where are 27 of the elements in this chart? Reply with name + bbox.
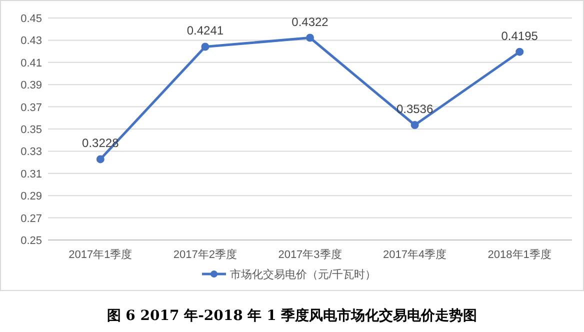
point [96,155,104,164]
text: 图 6 2017 年-2018 年 1 季度风电市场化交易电价走势图 [106,307,478,324]
point [516,48,524,56]
y-tick-label: 0.33 [20,146,42,158]
x-tick-label: 2017年2季度 [173,248,237,261]
data-label: 0.4241 [186,24,224,38]
data-label: 0.4195 [501,28,538,43]
y-tick-label: 0.27 [20,212,42,225]
y-tick-label: 0.43 [20,35,42,48]
x-tick-label: 2017年3季度 [278,248,342,261]
point [306,34,314,42]
x-tick-label: 2017年1季度 [68,248,132,261]
point [201,42,210,51]
legend-label: 市场化交易电价（元/千瓦时） [230,268,376,281]
y-tick-label: 0.29 [20,190,42,203]
data-label: 0.4322 [292,14,329,29]
y-tick-label: 0.25 [20,235,42,247]
x-tick-label: 2018年1季度 [488,248,552,261]
y-tick-label: 0.39 [20,80,42,92]
y-tick-label: 0.37 [20,102,42,114]
y-tick-label: 0.41 [20,57,42,70]
data-label: 0.3536 [396,102,434,116]
x-tick-label: 2017年4季度 [383,248,447,261]
y-tick-label: 0.35 [20,124,42,136]
y-tick-label: 0.31 [20,168,42,180]
point [410,121,419,130]
y-tick-label: 0.45 [20,13,42,25]
